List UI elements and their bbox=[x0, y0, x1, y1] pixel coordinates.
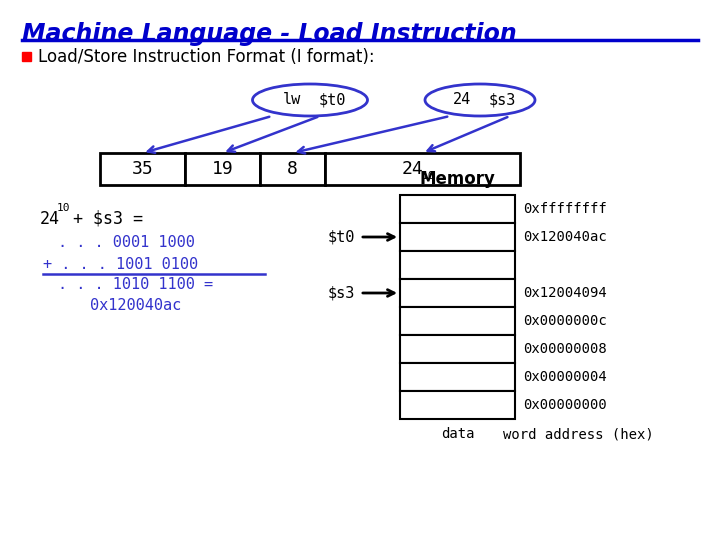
Text: 0x120040ac: 0x120040ac bbox=[523, 230, 607, 244]
Bar bbox=[400, 279, 515, 307]
Text: 24: 24 bbox=[40, 210, 60, 228]
Bar bbox=[400, 195, 515, 223]
Text: Load/Store Instruction Format (I format):: Load/Store Instruction Format (I format)… bbox=[38, 48, 374, 66]
Text: 10: 10 bbox=[57, 203, 71, 213]
Text: $t0: $t0 bbox=[328, 230, 355, 245]
Text: 0x00000000: 0x00000000 bbox=[523, 398, 607, 412]
Text: data: data bbox=[441, 427, 474, 441]
Bar bbox=[185, 153, 260, 185]
Ellipse shape bbox=[253, 84, 367, 116]
Bar bbox=[400, 391, 515, 419]
Text: 8: 8 bbox=[287, 160, 298, 178]
Text: 19: 19 bbox=[212, 160, 233, 178]
Text: . . . 0001 1000: . . . 0001 1000 bbox=[58, 235, 195, 250]
Ellipse shape bbox=[425, 84, 535, 116]
Text: 0x00000008: 0x00000008 bbox=[523, 342, 607, 356]
Text: $s3: $s3 bbox=[328, 286, 355, 300]
Bar bbox=[22, 52, 31, 61]
Text: Machine Language - Load Instruction: Machine Language - Load Instruction bbox=[22, 22, 517, 46]
Text: $t0: $t0 bbox=[318, 92, 346, 107]
Bar bbox=[260, 153, 325, 185]
Text: + . . . 1001 0100: + . . . 1001 0100 bbox=[43, 257, 198, 272]
Text: 0xffffffff: 0xffffffff bbox=[523, 202, 607, 216]
Text: 10: 10 bbox=[422, 171, 436, 181]
Text: lw: lw bbox=[283, 92, 301, 107]
Text: 24: 24 bbox=[402, 160, 423, 178]
Text: 24: 24 bbox=[453, 92, 471, 107]
Bar bbox=[100, 153, 185, 185]
Bar bbox=[400, 363, 515, 391]
Text: 0x12004094: 0x12004094 bbox=[523, 286, 607, 300]
Bar bbox=[400, 335, 515, 363]
Bar bbox=[400, 251, 515, 279]
Text: 0x120040ac: 0x120040ac bbox=[90, 298, 181, 313]
Bar bbox=[400, 223, 515, 251]
Text: $s3: $s3 bbox=[488, 92, 516, 107]
Bar bbox=[325, 153, 520, 185]
Text: 0x00000004: 0x00000004 bbox=[523, 370, 607, 384]
Text: Memory: Memory bbox=[420, 170, 495, 188]
Text: + $s3 =: + $s3 = bbox=[63, 210, 143, 228]
Text: . . . 1010 1100 =: . . . 1010 1100 = bbox=[58, 277, 213, 292]
Text: 35: 35 bbox=[132, 160, 153, 178]
Bar bbox=[400, 307, 515, 335]
Text: 0x0000000c: 0x0000000c bbox=[523, 314, 607, 328]
Text: word address (hex): word address (hex) bbox=[503, 427, 653, 441]
